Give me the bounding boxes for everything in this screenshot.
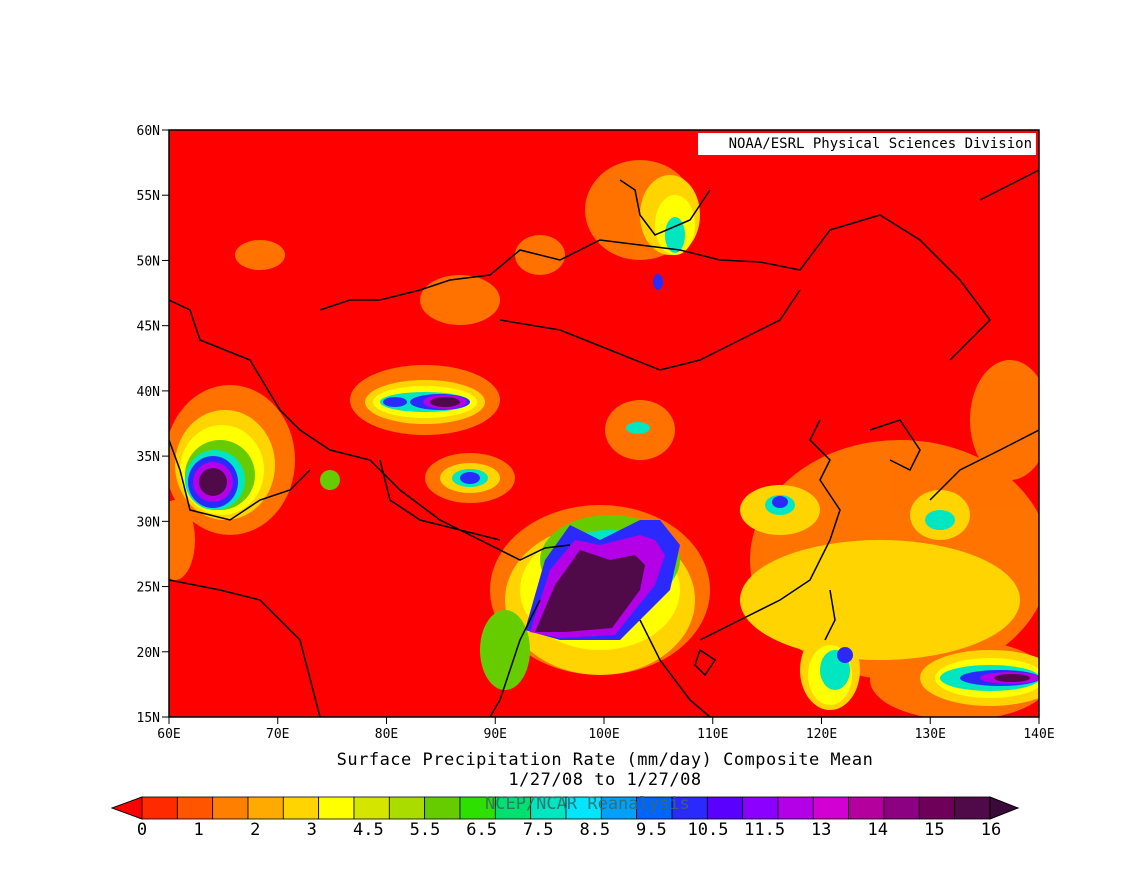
colorbar-swatch [212,796,249,820]
lat-label: 60N [137,124,160,139]
colorbar-swatch [318,796,355,820]
map-title: Surface Precipitation Rate (mm/day) Comp… [336,750,874,770]
colorbar-swatch [812,796,850,820]
colorbar-swatch [777,796,814,820]
lat-label: 35N [137,450,160,465]
colorbar-swatch [954,796,991,820]
colorbar-swatch [176,796,214,820]
colorbar-label: 13 [810,820,832,840]
colorbar-label: 3 [306,820,317,840]
coastlines [169,169,1039,717]
lat-label: 45N [137,320,160,335]
colorbar-swatch [424,796,461,820]
map-date-range: 1/27/08 to 1/27/08 [508,770,702,790]
lon-label: 70E [266,727,289,742]
lon-label: 130E [915,727,946,742]
colorbar-swatch [883,796,920,820]
colorbar-label: 2 [250,820,261,840]
colorbar-swatch [353,796,390,820]
colorbar-swatch [247,796,284,820]
lat-label: 40N [137,385,160,400]
colorbar-swatch [918,796,956,820]
lon-label: 100E [588,727,619,742]
colorbar-label: 16 [980,820,1002,840]
colorbar-swatch [742,796,779,820]
colorbar-label: 6.5 [466,820,497,840]
colorbar-label: 11.5 [744,820,786,840]
colorbar [110,796,1020,820]
colorbar-swatch [141,796,178,820]
lat-label: 15N [137,711,160,726]
lon-label: 110E [697,727,728,742]
colorbar-label: 14 [867,820,889,840]
lon-axis: 60E 70E 80E 90E 100E 110E 120E 130E 140E [157,717,1055,742]
lon-label: 60E [157,727,180,742]
colorbar-label: 5.5 [409,820,441,840]
colorbar-high-arrow [989,796,1020,820]
colorbar-label: 8.5 [579,820,611,840]
lat-label: 30N [137,515,160,530]
lat-axis: 60N 55N 50N 45N 40N 35N 30N 25N 20N 15N [137,124,169,726]
credit-label: NOAA/ESRL Physical Sciences Division [698,133,1036,155]
lon-label: 80E [375,727,398,742]
precipitation-field [169,160,1039,717]
reanalysis-label: NCEP/NCAR Reanalysis [485,794,690,814]
colorbar-swatch [388,796,426,820]
lon-label: 90E [484,727,507,742]
colorbar-swatch [706,796,744,820]
lat-label: 55N [137,189,160,204]
colorbar-swatch [282,796,320,820]
colorbar-label: 1 [193,820,204,840]
colorbar-swatch [848,796,885,820]
lat-label: 50N [137,254,160,269]
colorbar-label: 4.5 [353,820,384,840]
lon-label: 140E [1023,727,1054,742]
colorbar-label: 9.5 [636,820,667,840]
lat-label: 25N [137,581,160,596]
colorbar-low-arrow [110,796,143,820]
lon-label: 120E [806,727,837,742]
colorbar-label: 10.5 [687,820,729,840]
colorbar-label: 15 [924,820,945,840]
colorbar-label: 0 [136,820,148,840]
lat-label: 20N [137,646,160,661]
colorbar-label: 7.5 [522,820,554,840]
